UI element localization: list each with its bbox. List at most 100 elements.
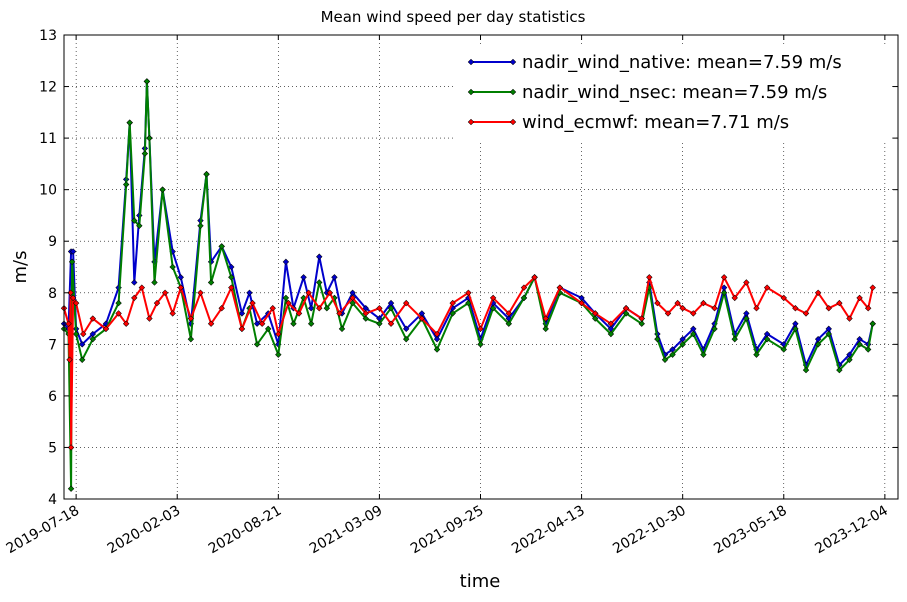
- series-wind-ecmwf-point: [89, 315, 96, 322]
- series-wind-ecmwf-point: [731, 294, 738, 302]
- series-nadir-wind-nsec-point: [869, 320, 876, 327]
- series-nadir-wind-nsec-point: [743, 315, 750, 322]
- series-nadir-wind-nsec-legend-label: nadir_wind_nsec: mean=7.59 m/s: [522, 82, 827, 103]
- series-nadir-wind-nsec-point: [68, 258, 76, 266]
- series-nadir-wind-nsec-point: [141, 150, 149, 157]
- series-wind-ecmwf-point: [720, 274, 728, 281]
- series-wind-ecmwf-point: [146, 315, 153, 322]
- series-nadir-wind-nsec-point: [846, 356, 853, 363]
- series-nadir-wind-nsec-point: [387, 305, 395, 312]
- series-nadir-wind-nsec-point: [700, 351, 707, 358]
- series-nadir-wind-nsec-point: [131, 217, 138, 224]
- series-wind-ecmwf-point: [477, 325, 484, 333]
- series-nadir-wind-nsec-point: [825, 330, 832, 338]
- series-nadir-wind-nsec-point: [403, 335, 410, 343]
- series-nadir-wind-native-point: [316, 253, 323, 260]
- series-wind-ecmwf-point: [700, 299, 707, 307]
- series-wind-ecmwf-point: [679, 305, 686, 312]
- series-nadir-wind-native-point: [720, 284, 728, 291]
- series-wind-ecmwf-point: [542, 315, 549, 322]
- series-wind-ecmwf-point: [258, 320, 266, 327]
- y-tick-label: 12: [39, 80, 57, 96]
- series-nadir-wind-nsec-point: [661, 356, 669, 363]
- series-nadir-wind-nsec-point: [669, 351, 676, 358]
- series-wind-ecmwf-point: [743, 279, 750, 286]
- series-wind-ecmwf-point: [690, 310, 697, 317]
- series-wind-ecmwf-point: [80, 330, 87, 338]
- series-wind-ecmwf-point: [792, 305, 799, 312]
- y-tick-label: 9: [48, 234, 57, 250]
- series-wind-ecmwf-point: [520, 284, 528, 291]
- series-nadir-wind-native-point: [433, 335, 441, 343]
- series-nadir-wind-nsec-point: [505, 320, 512, 327]
- series-nadir-wind-native-point: [763, 330, 771, 338]
- series-nadir-wind-nsec-point: [316, 279, 323, 286]
- series-nadir-wind-native-point: [679, 335, 686, 343]
- series-wind-ecmwf-point: [249, 299, 256, 307]
- series-wind-ecmwf-point: [131, 294, 138, 302]
- series-nadir-wind-native-point: [690, 325, 697, 333]
- series-nadir-wind-nsec-point: [187, 335, 195, 343]
- plot-border: [63, 34, 899, 500]
- series-wind-ecmwf-point: [403, 299, 410, 307]
- series-nadir-wind-native-point: [418, 310, 426, 317]
- series-wind-ecmwf-point: [802, 310, 810, 317]
- series-nadir-wind-nsec-point: [720, 289, 728, 296]
- series-wind-ecmwf-point: [72, 299, 80, 307]
- series-nadir-wind-nsec-point: [477, 341, 484, 348]
- series-wind-ecmwf-legend-marker: [509, 118, 517, 126]
- series-nadir-wind-native-point: [856, 335, 863, 343]
- series-nadir-wind-native-point: [131, 279, 138, 286]
- x-tick-label: 2022-04-13: [509, 503, 587, 558]
- series-nadir-wind-nsec-point: [143, 78, 151, 85]
- series-nadir-wind-nsec-point: [146, 134, 153, 142]
- series-wind-ecmwf-point: [275, 330, 282, 338]
- series-nadir-wind-nsec-point: [338, 325, 346, 333]
- series-nadir-wind-nsec-point: [122, 181, 130, 188]
- series-nadir-wind-native-point: [607, 325, 615, 333]
- series-wind-ecmwf-point: [664, 310, 672, 317]
- series-wind-ecmwf-point: [646, 274, 653, 281]
- series-nadir-wind-nsec-point: [542, 325, 549, 333]
- series-nadir-wind-nsec-point: [307, 320, 315, 327]
- y-tick-label: 13: [39, 28, 57, 44]
- series-wind-ecmwf-point: [836, 299, 843, 307]
- series-wind-ecmwf-point: [376, 305, 383, 312]
- x-tick-label: 2020-08-21: [206, 503, 284, 558]
- series-wind-ecmwf-point: [65, 320, 72, 327]
- series-wind-ecmwf-point: [753, 305, 760, 312]
- series-nadir-wind-native-point: [825, 325, 832, 333]
- series-nadir-wind-native-point: [792, 320, 799, 327]
- series-wind-ecmwf-point: [67, 444, 75, 451]
- series-lines: [60, 78, 876, 492]
- series-wind-ecmwf-point: [207, 320, 215, 327]
- series-nadir-wind-nsec-point: [203, 171, 210, 178]
- x-axis-title: time: [460, 571, 501, 592]
- series-nadir-wind-native-point: [69, 248, 77, 255]
- series-nadir-wind-nsec-point: [711, 325, 718, 333]
- series-wind-ecmwf-point: [67, 289, 74, 296]
- y-tick-label: 5: [48, 440, 57, 456]
- series-nadir-wind-native-point: [387, 299, 395, 307]
- chart-title: Mean wind speed per day statistics: [321, 8, 586, 26]
- series-nadir-wind-nsec-point: [802, 366, 810, 374]
- series-nadir-wind-nsec-point: [151, 279, 158, 286]
- y-tick-label: 11: [39, 131, 57, 147]
- series-nadir-wind-nsec-point: [654, 335, 661, 343]
- series-wind-ecmwf-point: [869, 284, 876, 291]
- series-nadir-wind-nsec-point: [79, 356, 86, 363]
- series-wind-ecmwf-point: [465, 289, 472, 296]
- series-nadir-wind-nsec-point: [282, 294, 290, 302]
- series-nadir-wind-native-point: [307, 305, 315, 312]
- y-tick-label: 4: [48, 492, 57, 508]
- series-wind-ecmwf-point: [187, 315, 195, 322]
- x-tick-label: 2023-05-18: [711, 503, 789, 558]
- series-wind-ecmwf-point: [115, 310, 122, 317]
- series-nadir-wind-nsec-point: [126, 119, 133, 126]
- series-nadir-wind-native-point: [669, 346, 676, 353]
- series-nadir-wind-nsec-point: [856, 341, 863, 348]
- series-nadir-wind-nsec-point: [323, 305, 331, 312]
- series-nadir-wind-native-legend-marker: [509, 58, 517, 66]
- series-wind-ecmwf-point: [269, 305, 276, 312]
- series-nadir-wind-nsec-point: [638, 320, 645, 327]
